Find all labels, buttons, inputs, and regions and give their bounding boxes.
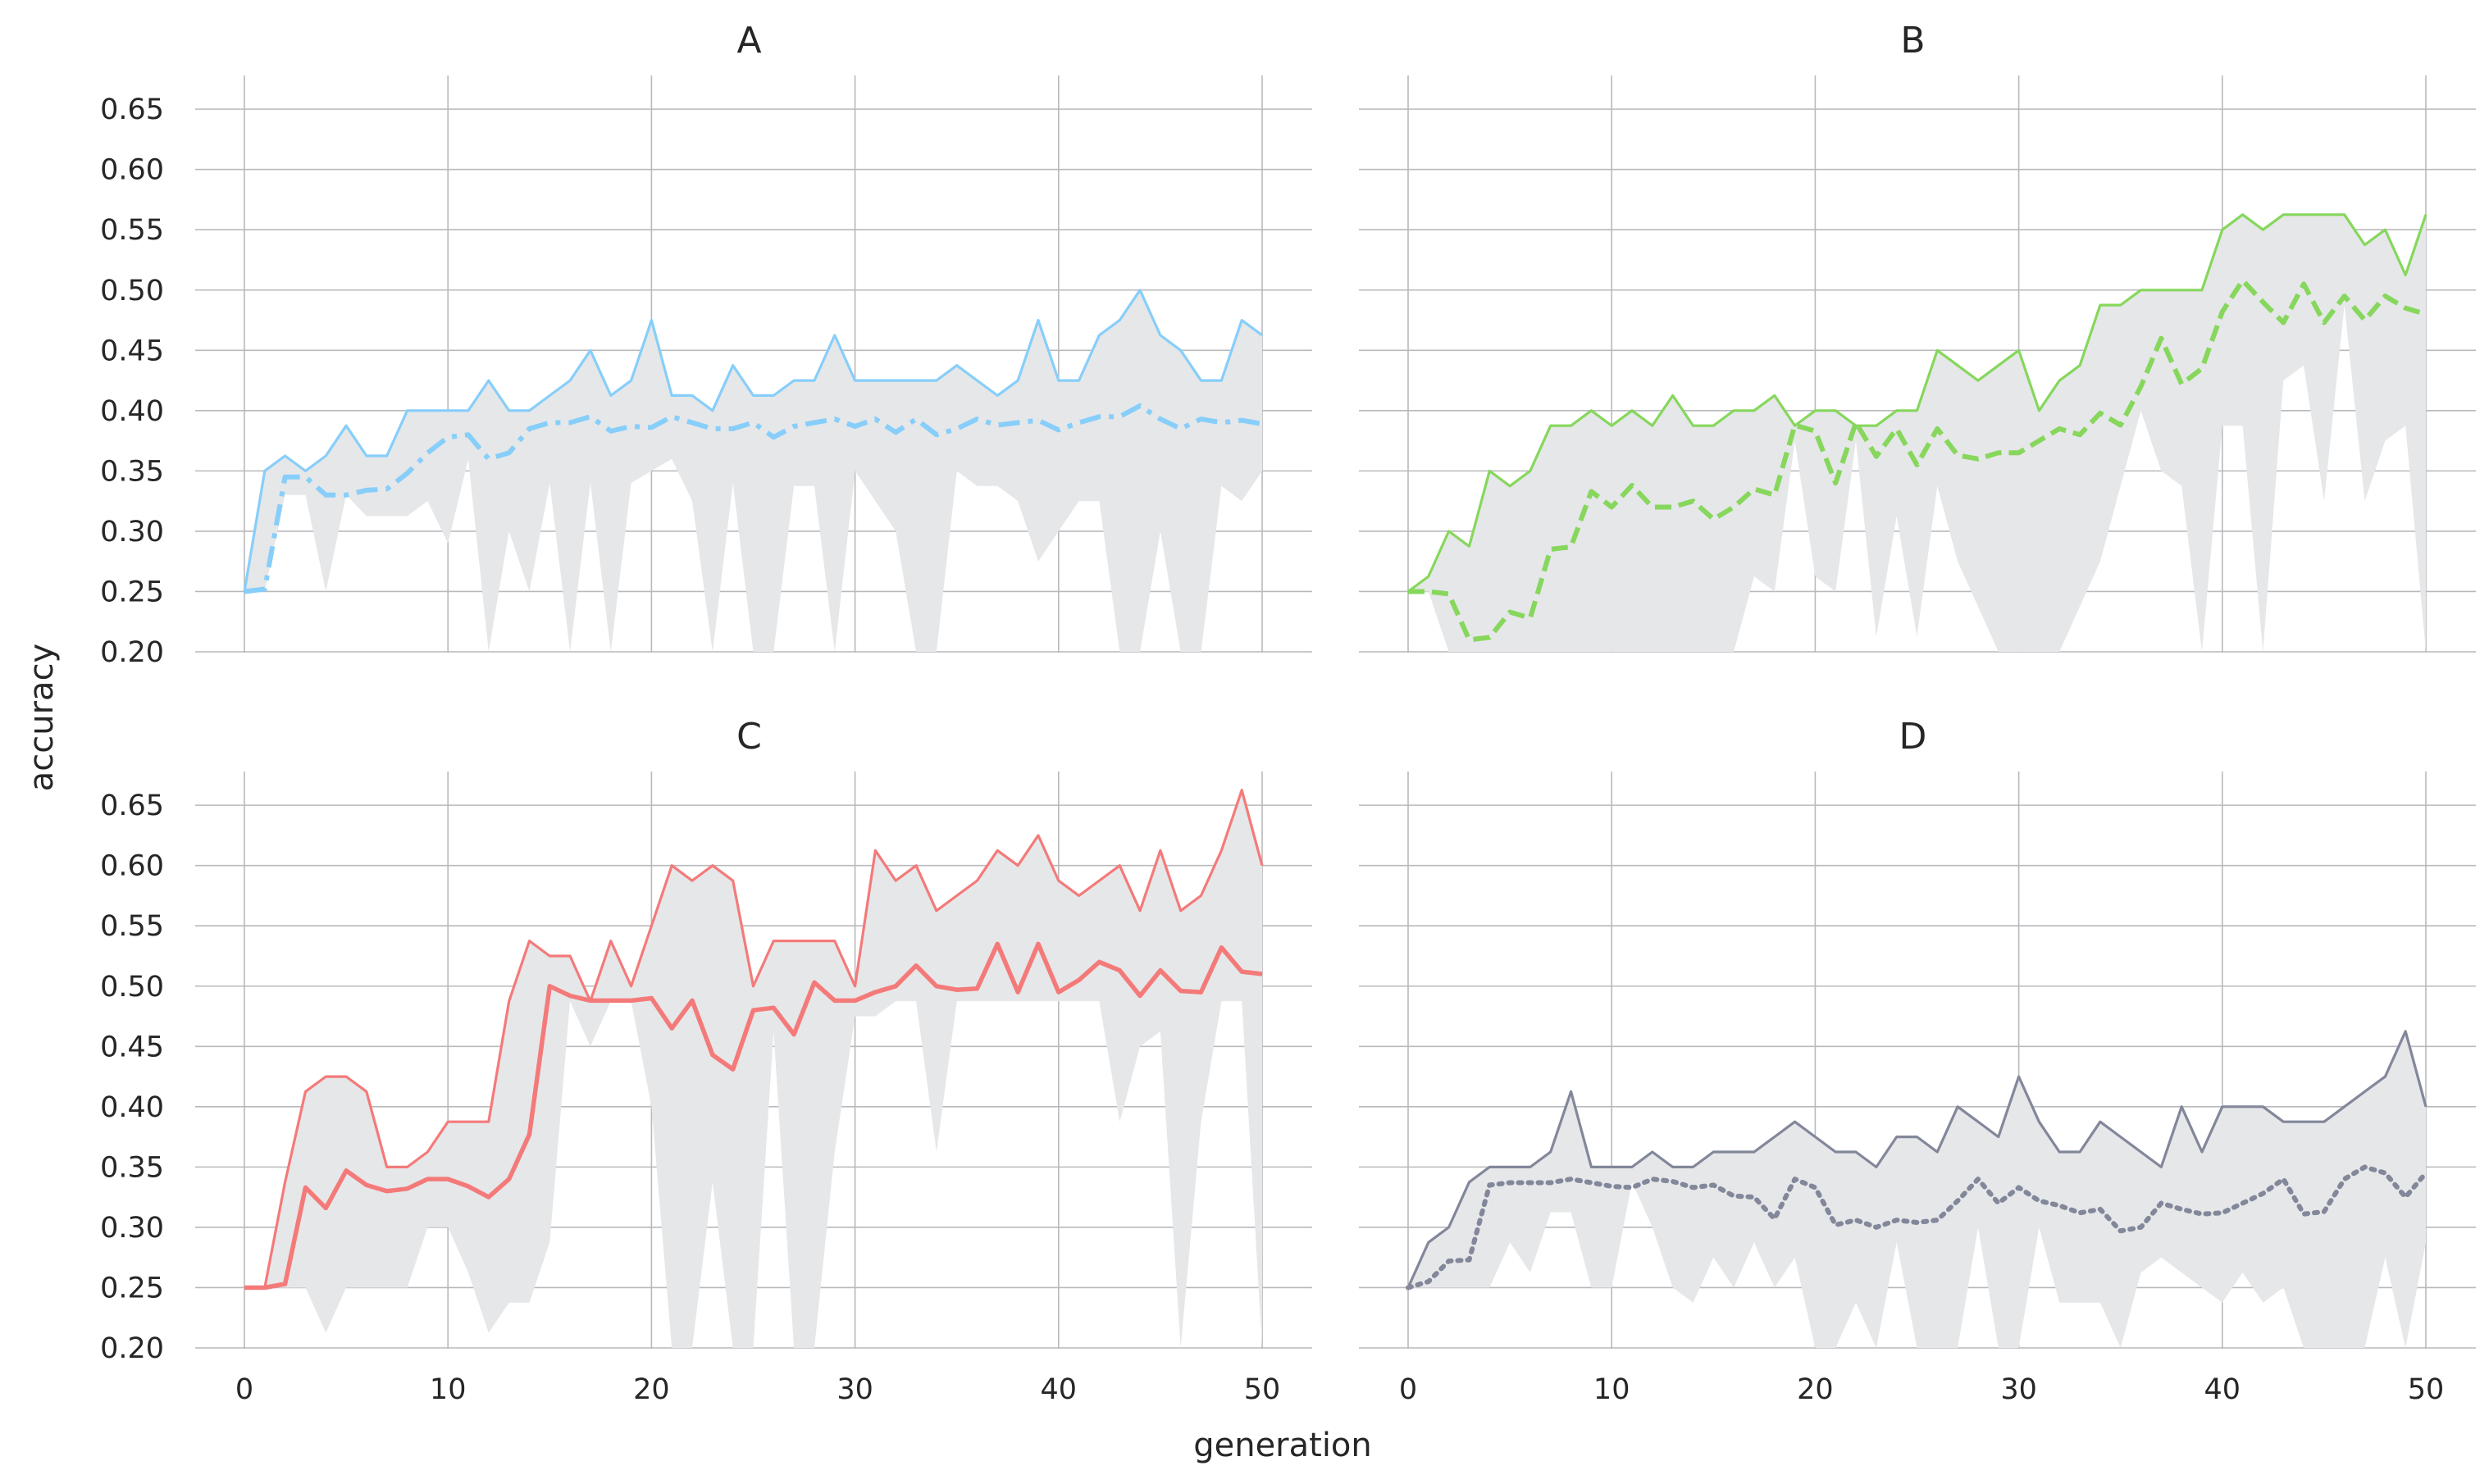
panel-d-xtick-label-2: 20	[1797, 1373, 1834, 1406]
panel-a-title: A	[736, 20, 761, 61]
x-axis-label: generation	[1193, 1427, 1372, 1464]
panel-b-title: B	[1900, 20, 1925, 61]
panel-a-range-band	[244, 289, 1262, 652]
panel-c-ytick-label-3: 0.35	[100, 1151, 164, 1184]
panel-d-xtick-label-3: 30	[2000, 1373, 2037, 1406]
panel-c-ytick-label-7: 0.55	[100, 910, 164, 943]
panel-c-ytick-label-0: 0.20	[100, 1332, 164, 1365]
panel-a-ytick-label-3: 0.35	[100, 455, 164, 488]
panel-a-ytick-label-7: 0.55	[100, 214, 164, 247]
panel-a: A 0.20 0.25 0.30 0.35 0.40 0.45 0.50 0.55 0.60 0.6…	[100, 20, 1312, 669]
panel-a-ytick-label-5: 0.45	[100, 335, 164, 367]
panel-d-xtick-label-0: 0	[1399, 1373, 1417, 1406]
panel-c-max-line	[244, 789, 1264, 1290]
panel-b: B	[1359, 20, 2476, 653]
panel-b-range-band	[1408, 214, 2426, 652]
panel-d-xtick-label-5: 50	[2408, 1373, 2445, 1406]
panel-c-ytick-label-9: 0.65	[100, 790, 164, 822]
panel-c-ytick-label-5: 0.45	[100, 1031, 164, 1063]
panel-a-ytick-label-6: 0.50	[100, 275, 164, 307]
panel-c-xtick-label-1: 10	[430, 1373, 467, 1406]
panel-d-max-line	[1406, 1030, 2427, 1289]
panel-d-mean-line	[1406, 1164, 2428, 1291]
panel-d-range-band	[1408, 1031, 2426, 1348]
panel-d: D 0 10 20 30 40 50	[1359, 716, 2476, 1406]
panel-c-ytick-label-2: 0.30	[100, 1212, 164, 1245]
panel-c-ytick-label-6: 0.50	[100, 971, 164, 1004]
panel-c-ytick-label-1: 0.25	[100, 1272, 164, 1304]
panel-c-range-band	[244, 790, 1262, 1348]
panel-a-max-line	[243, 289, 1263, 592]
panel-c-ytick-label-8: 0.60	[100, 850, 164, 883]
panel-a-ytick-label-8: 0.60	[100, 154, 164, 187]
panel-c-xtick-label-2: 20	[633, 1373, 670, 1406]
panel-a-ytick-label-1: 0.25	[100, 576, 164, 608]
panel-a-ytick-label-0: 0.20	[100, 636, 164, 669]
panel-a-ytick-label-9: 0.65	[100, 93, 164, 126]
panel-d-title: D	[1899, 716, 1927, 758]
panel-b-max-line	[1407, 213, 2427, 593]
panel-c-xtick-label-0: 0	[235, 1373, 253, 1406]
panels: A 0.20 0.25 0.30 0.35 0.40 0.45 0.50 0.55 0.60 0.6…	[100, 20, 2476, 1406]
panel-c: C 0.20 0.25 0.30 0.35 0.40 0.45 0.50 0.55 0.60 0.6…	[100, 716, 1312, 1406]
panel-a-mean-line	[244, 403, 1263, 594]
panel-c-xtick-label-4: 40	[1041, 1373, 1078, 1406]
panel-d-xtick-label-4: 40	[2204, 1373, 2241, 1406]
panel-b-mean-line	[1408, 278, 2427, 643]
panel-c-mean-line	[244, 941, 1263, 1291]
panel-c-title: C	[736, 716, 762, 758]
panel-a-ytick-label-4: 0.40	[100, 395, 164, 428]
panel-a-ytick-label-2: 0.30	[100, 516, 164, 549]
panel-d-xtick-label-1: 10	[1593, 1373, 1630, 1406]
y-axis-label: accuracy	[23, 644, 61, 791]
panel-c-xtick-label-5: 50	[1244, 1373, 1281, 1406]
panel-c-ytick-label-4: 0.40	[100, 1091, 164, 1124]
panel-c-xtick-label-3: 30	[837, 1373, 873, 1406]
